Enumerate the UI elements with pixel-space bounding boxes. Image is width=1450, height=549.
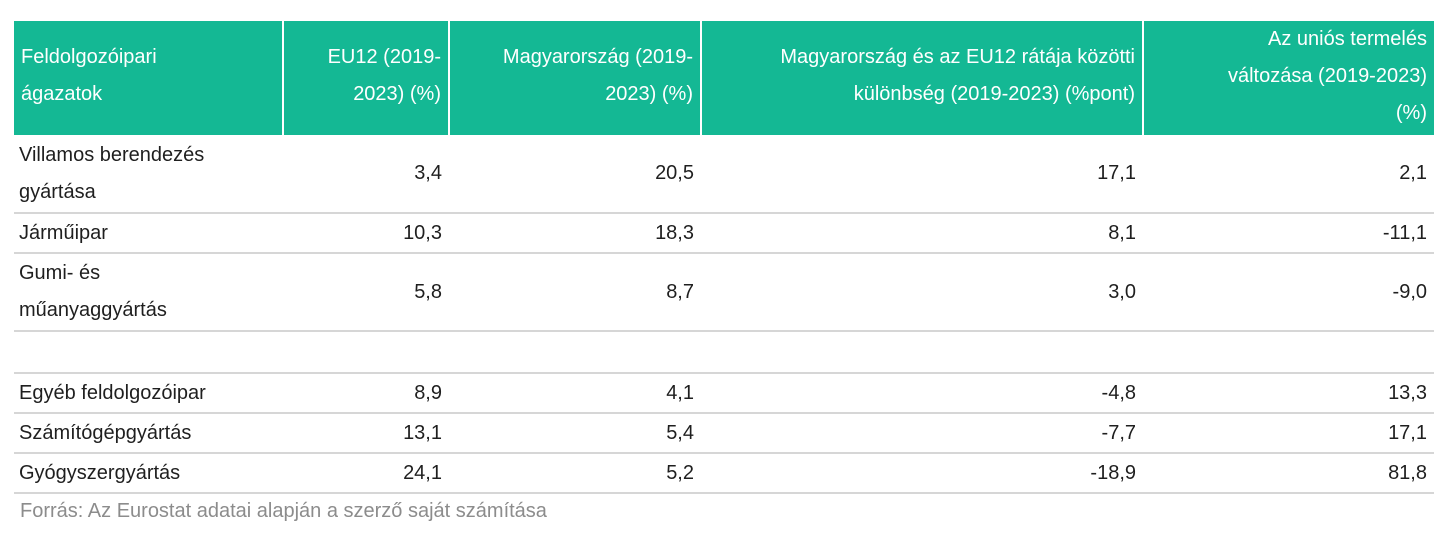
table-header: Feldolgozóipari ágazatok EU12 (2019-2023…: [14, 21, 1434, 135]
cell-hungary: [449, 331, 701, 374]
header-eu-production-change: Az uniós termelés változása (2019-2023) …: [1142, 21, 1434, 135]
table-body: Villamos berendezés gyártása 3,4 20,5 17…: [14, 135, 1434, 494]
data-table-container: Feldolgozóipari ágazatok EU12 (2019-2023…: [14, 21, 1434, 494]
cell-difference: 17,1: [701, 135, 1143, 214]
table-row: Egyéb feldolgozóipar 8,9 4,1 -4,8 13,3: [14, 373, 1434, 414]
cell-difference: 8,1: [701, 213, 1143, 254]
cell-eu-change: -9,0: [1143, 253, 1434, 332]
data-table: Feldolgozóipari ágazatok EU12 (2019-2023…: [14, 21, 1434, 494]
header-sector: Feldolgozóipari ágazatok: [14, 21, 283, 135]
header-difference: Magyarország és az EU12 rátája közötti k…: [700, 21, 1143, 135]
cell-eu-change: [1143, 331, 1434, 374]
cell-eu-change: -11,1: [1143, 213, 1434, 254]
cell-hungary: 18,3: [449, 213, 701, 254]
cell-sector: Gyógyszergyártás: [14, 453, 283, 494]
header-row: Feldolgozóipari ágazatok EU12 (2019-2023…: [14, 21, 1434, 135]
cell-eu-change: 81,8: [1143, 453, 1434, 494]
empty-row: [14, 331, 1434, 374]
cell-sector: Egyéb feldolgozóipar: [14, 373, 283, 414]
cell-sector: Villamos berendezés gyártása: [14, 135, 283, 214]
cell-hungary: 20,5: [449, 135, 701, 214]
cell-hungary: 5,4: [449, 413, 701, 454]
header-eu12: EU12 (2019-2023) (%): [282, 21, 449, 135]
cell-hungary: 8,7: [449, 253, 701, 332]
cell-eu12: 5,8: [283, 253, 449, 332]
table-row: Gumi- és műanyaggyártás 5,8 8,7 3,0 -9,0: [14, 253, 1434, 332]
cell-sector: Járműipar: [14, 213, 283, 254]
cell-difference: -7,7: [701, 413, 1143, 454]
cell-eu12: 10,3: [283, 213, 449, 254]
cell-hungary: 5,2: [449, 453, 701, 494]
cell-eu12: 24,1: [283, 453, 449, 494]
cell-eu12: [283, 331, 449, 374]
cell-eu12: 13,1: [283, 413, 449, 454]
cell-eu-change: 13,3: [1143, 373, 1434, 414]
cell-difference: [701, 331, 1143, 374]
cell-eu-change: 17,1: [1143, 413, 1434, 454]
source-note: Forrás: Az Eurostat adatai alapján a sze…: [20, 500, 547, 522]
cell-eu-change: 2,1: [1143, 135, 1434, 214]
cell-difference: 3,0: [701, 253, 1143, 332]
cell-difference: -18,9: [701, 453, 1143, 494]
header-hungary: Magyarország (2019-2023) (%): [448, 21, 701, 135]
cell-sector: Gumi- és műanyaggyártás: [14, 253, 283, 332]
cell-difference: -4,8: [701, 373, 1143, 414]
cell-eu12: 8,9: [283, 373, 449, 414]
table-row: Számítógépgyártás 13,1 5,4 -7,7 17,1: [14, 413, 1434, 454]
table-row: Villamos berendezés gyártása 3,4 20,5 17…: [14, 135, 1434, 214]
table-row: Járműipar 10,3 18,3 8,1 -11,1: [14, 213, 1434, 254]
cell-eu12: 3,4: [283, 135, 449, 214]
cell-sector: Számítógépgyártás: [14, 413, 283, 454]
cell-hungary: 4,1: [449, 373, 701, 414]
cell-sector: [14, 331, 283, 374]
table-row: Gyógyszergyártás 24,1 5,2 -18,9 81,8: [14, 453, 1434, 494]
